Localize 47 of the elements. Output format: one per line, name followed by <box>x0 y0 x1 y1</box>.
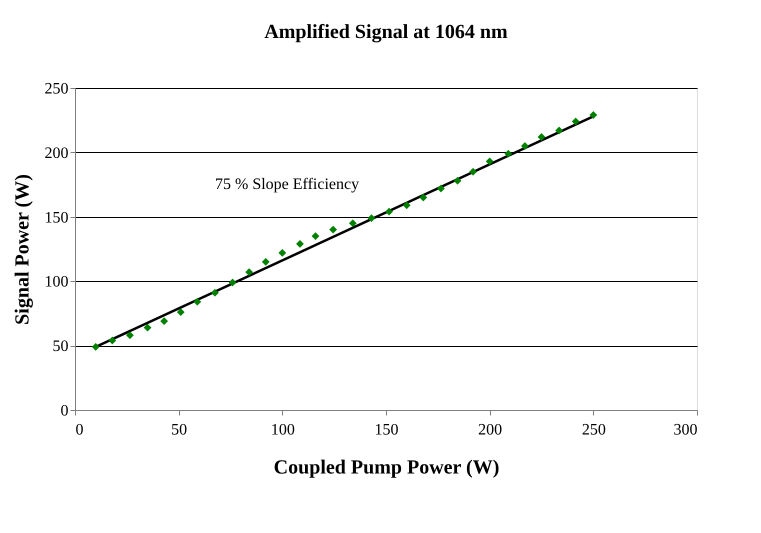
point <box>193 298 202 306</box>
annotation: 75 % Slope Efficiency <box>215 176 360 193</box>
point <box>176 308 185 316</box>
point <box>228 278 236 286</box>
point <box>160 317 168 325</box>
point <box>262 258 270 266</box>
point <box>329 226 338 234</box>
y-axis-title: Signal Power (W) <box>12 174 34 325</box>
x-tick-label: 150 <box>374 422 398 438</box>
point <box>469 168 477 176</box>
point <box>437 184 445 192</box>
x-axis-title: Coupled Pump Power (W) <box>274 456 500 478</box>
point <box>419 194 428 202</box>
point <box>211 288 219 297</box>
point <box>312 232 320 240</box>
point <box>454 176 462 185</box>
point <box>486 158 494 166</box>
point <box>92 343 100 351</box>
y-tick-label: 50 <box>52 338 68 356</box>
point <box>108 336 116 344</box>
point <box>521 142 529 150</box>
point <box>572 118 580 126</box>
y-tick-label: 200 <box>44 144 68 162</box>
x-tick-label: 200 <box>478 422 502 438</box>
point <box>348 219 357 228</box>
point <box>144 324 152 332</box>
y-tick-label: 100 <box>44 274 68 291</box>
point <box>589 111 598 119</box>
x-tick-label: 300 <box>674 422 698 438</box>
point <box>504 150 512 158</box>
x-tick-label: 250 <box>582 422 606 438</box>
point <box>296 240 304 248</box>
point <box>385 208 393 216</box>
x-tick-label: 50 <box>171 422 188 438</box>
y-tick-label: 150 <box>44 209 68 226</box>
point <box>555 126 563 134</box>
x-tick-label: 100 <box>270 422 295 438</box>
point <box>126 331 134 340</box>
point <box>538 133 546 141</box>
point <box>402 201 411 210</box>
chart-title: Amplified Signal at 1064 nm <box>264 21 508 43</box>
y-tick-label: 250 <box>44 80 68 98</box>
x-tick-label: 0 <box>76 422 84 438</box>
point <box>278 248 286 257</box>
point <box>245 268 254 276</box>
y-tick-label: 0 <box>60 402 68 420</box>
point <box>368 214 376 222</box>
